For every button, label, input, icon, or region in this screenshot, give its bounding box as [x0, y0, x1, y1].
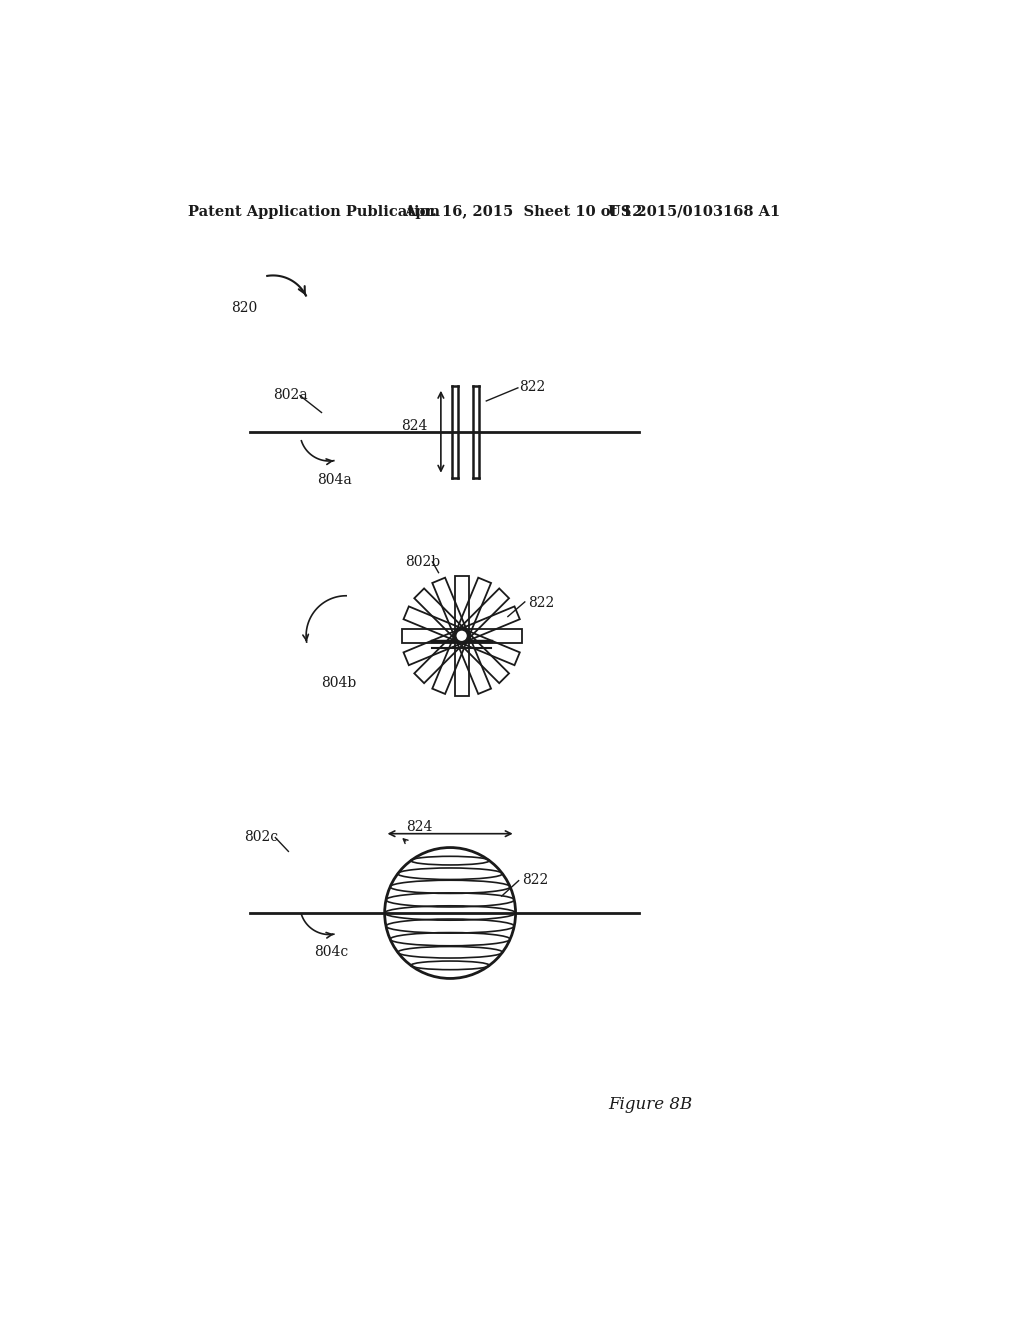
Text: 822: 822	[528, 595, 554, 610]
Text: 802a: 802a	[273, 388, 307, 401]
Text: Apr. 16, 2015  Sheet 10 of 12: Apr. 16, 2015 Sheet 10 of 12	[403, 205, 642, 219]
Text: 824: 824	[400, 418, 427, 433]
Circle shape	[456, 630, 468, 642]
Text: 822: 822	[521, 873, 548, 887]
Text: 822: 822	[519, 380, 546, 395]
Text: US 2015/0103168 A1: US 2015/0103168 A1	[608, 205, 780, 219]
Text: Figure 8B: Figure 8B	[608, 1096, 692, 1113]
Text: 804c: 804c	[313, 945, 348, 960]
Text: 802b: 802b	[404, 554, 439, 569]
Text: 804b: 804b	[322, 676, 356, 690]
Text: 802c: 802c	[245, 830, 279, 843]
Text: 824: 824	[407, 820, 432, 834]
Text: Patent Application Publication: Patent Application Publication	[188, 205, 440, 219]
Text: 820: 820	[230, 301, 257, 315]
Text: 804a: 804a	[316, 473, 351, 487]
